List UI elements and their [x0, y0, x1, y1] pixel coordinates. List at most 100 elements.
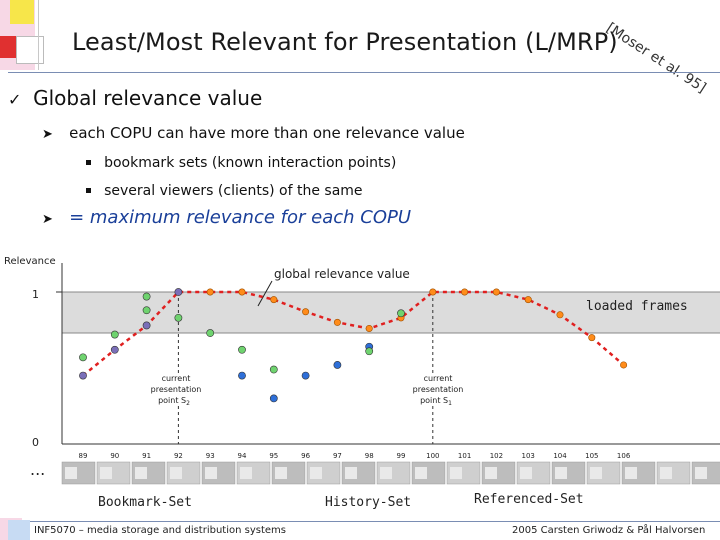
footer-decor-square — [8, 520, 30, 540]
square-bullet-icon — [86, 188, 91, 193]
referenced-point — [142, 292, 151, 301]
global-relevance-point — [556, 311, 564, 319]
subbullet-bookmark-sets: bookmark sets (known interaction points) — [86, 152, 396, 171]
x-tick-label: 102 — [490, 452, 503, 460]
y-tick-label-0: 0 — [32, 436, 39, 449]
slide-title: Least/Most Relevant for Presentation (L/… — [72, 28, 618, 56]
frame-thumbnail-detail — [485, 467, 497, 479]
referenced-point — [206, 329, 215, 337]
frame-thumbnail-detail — [695, 467, 707, 479]
frame-thumbnail-detail — [310, 467, 322, 479]
bullet-global-relevance: ✓ Global relevance value — [8, 86, 262, 110]
frame-thumbnail-detail — [240, 467, 252, 479]
annotation-s2: current presentation point S2 — [151, 374, 202, 407]
title-divider — [8, 72, 720, 73]
bookmark-point — [142, 321, 151, 330]
x-tick-label: 94 — [238, 452, 247, 460]
frame-thumbnail-detail — [555, 467, 567, 479]
decor-square — [38, 0, 39, 70]
frame-thumbnail-detail — [100, 467, 112, 479]
x-tick-label: 97 — [333, 452, 342, 460]
checkmark-icon: ✓ — [8, 90, 22, 109]
annotation-point: point S — [420, 396, 448, 405]
global-relevance-point — [333, 318, 341, 326]
bullet-text: = maximum relevance for each COPU — [69, 207, 412, 228]
x-tick-label: 95 — [269, 452, 278, 460]
history-point — [269, 394, 278, 403]
frame-thumbnail-detail — [660, 467, 672, 479]
referenced-point — [238, 345, 246, 354]
x-tick-label: 93 — [206, 452, 215, 460]
frame-thumbnail-detail — [380, 467, 392, 479]
x-tick-label: 101 — [458, 452, 471, 460]
annotation-line: presentation — [151, 385, 202, 394]
bullet-text: several viewers (clients) of the same — [104, 183, 363, 199]
referenced-point — [79, 353, 87, 362]
arrowhead-icon: ➤ — [42, 212, 53, 227]
global-relevance-point — [365, 324, 373, 332]
history-set-label: History-Set — [325, 495, 411, 510]
x-tick-label: 100 — [426, 452, 439, 460]
x-tick-label: 105 — [585, 452, 598, 460]
reference-citation: [Moser et al. 95] — [603, 20, 709, 97]
loaded-frames-band — [62, 292, 720, 333]
referenced-point — [110, 330, 119, 339]
global-relevance-point — [302, 308, 310, 316]
footer-course: INF5070 – media storage and distribution… — [34, 525, 287, 536]
frame-thumbnail-detail — [205, 467, 217, 479]
global-relevance-line — [82, 290, 625, 377]
x-tick-label: 90 — [110, 452, 119, 460]
y-tick-label-1: 1 — [32, 288, 39, 301]
x-tick-label: 99 — [397, 452, 406, 460]
annotation-line: point S2 — [158, 396, 190, 407]
arrowhead-icon: ➤ — [42, 127, 53, 142]
x-tick-label: 89 — [79, 452, 88, 460]
global-relevance-point — [524, 296, 532, 304]
global-relevance-point — [238, 288, 246, 296]
relevance-chart: Relevance 1 0 ... ... loaded frames glob… — [4, 256, 720, 510]
curve-label-pointer — [257, 280, 273, 307]
frame-thumbnail-detail — [345, 467, 357, 479]
footer-divider — [12, 521, 720, 522]
subbullet-several-viewers: several viewers (clients) of the same — [86, 180, 363, 199]
bookmark-point — [174, 288, 183, 296]
y-axis-label: Relevance — [4, 256, 56, 267]
annotation-line: current — [424, 374, 453, 383]
global-relevance-point — [588, 334, 596, 342]
global-relevance-point — [270, 296, 278, 304]
bookmark-set-label: Bookmark-Set — [98, 495, 192, 510]
frame-thumbnail-detail — [170, 467, 182, 479]
curve-label: global relevance value — [274, 267, 410, 281]
referenced-point — [174, 313, 183, 322]
bullet-text: bookmark sets (known interaction points) — [104, 155, 397, 171]
bullet-text: each COPU can have more than one relevan… — [69, 124, 465, 142]
bookmark-point — [79, 371, 87, 380]
bullet-text: Global relevance value — [33, 86, 263, 110]
annotation-point: point S — [158, 396, 186, 405]
global-relevance-point — [620, 361, 628, 369]
square-bullet-icon — [86, 160, 91, 165]
presentation-point-markers — [177, 292, 434, 444]
decor-square — [10, 0, 34, 24]
frame-thumbnail-detail — [590, 467, 602, 479]
x-tick-label: 91 — [142, 452, 151, 460]
global-relevance-point — [492, 288, 500, 296]
annotation-subscript: 2 — [186, 400, 190, 407]
annotation-s1: current presentation point S1 — [413, 374, 464, 407]
annotation-subscript: 1 — [448, 400, 452, 407]
x-tick-label: 96 — [301, 452, 310, 460]
relevance-points — [79, 288, 405, 403]
x-tick-label: 98 — [365, 452, 374, 460]
bookmark-point — [110, 345, 119, 354]
annotation-line: current — [162, 374, 191, 383]
loaded-frames-label: loaded frames — [586, 299, 688, 314]
history-point — [301, 371, 310, 380]
referenced-point — [365, 347, 374, 356]
x-tick-label: 103 — [522, 452, 535, 460]
global-relevance-point — [206, 288, 214, 296]
footer-authors: 2005 Carsten Griwodz & Pål Halvorsen — [512, 525, 706, 536]
referenced-point — [397, 309, 405, 318]
bullet-copu-values: ➤ each COPU can have more than one relev… — [42, 123, 465, 142]
frame-thumbnail-detail — [65, 467, 77, 479]
annotation-line: point S1 — [420, 396, 452, 407]
